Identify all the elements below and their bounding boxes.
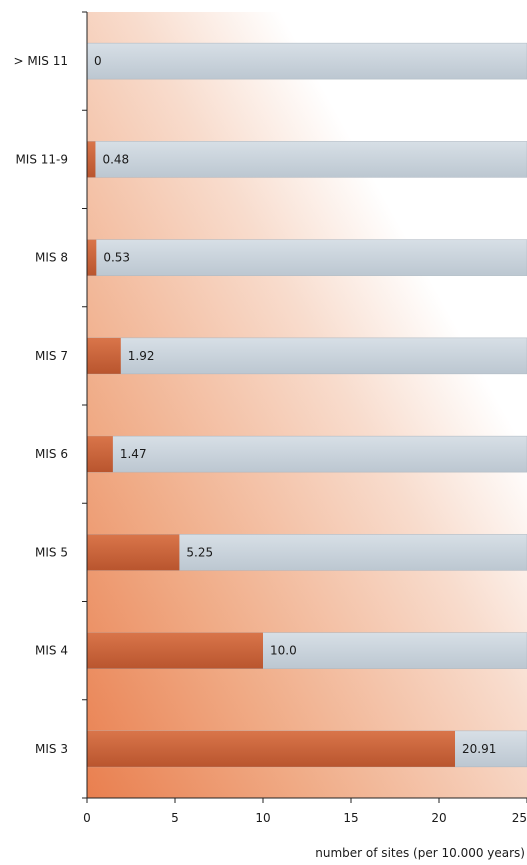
x-tick-label: 0 [83, 811, 91, 825]
x-tick-label: 10 [255, 811, 270, 825]
bar-value-label: 0.48 [102, 152, 129, 166]
x-tick-label: 25 [512, 811, 527, 825]
x-tick-label: 20 [431, 811, 446, 825]
bar-track [86, 435, 527, 473]
bar-value-label: 20.91 [462, 742, 496, 756]
bars-layer: 0 0.48 0.53 1.92 1.47 5.25 10.0 20.91 [86, 42, 527, 768]
bar-track [86, 239, 527, 276]
bar [87, 337, 121, 374]
bar [87, 730, 456, 767]
bar [87, 534, 180, 571]
bar [87, 436, 113, 473]
y-ticks [82, 11, 87, 799]
bar [87, 239, 97, 276]
category-label: > MIS 11 [14, 54, 68, 68]
bar-value-label: 5.25 [186, 545, 213, 559]
x-axis-title: number of sites (per 10.000 years) [315, 846, 525, 860]
category-label: MIS 6 [35, 447, 68, 461]
bar-track [86, 337, 527, 375]
bar [87, 141, 96, 178]
category-label: MIS 3 [35, 742, 68, 756]
plot-background [87, 12, 527, 798]
category-label: MIS 7 [35, 349, 68, 363]
bar-value-label: 1.47 [120, 447, 147, 461]
bar [87, 632, 263, 669]
x-tick-label: 15 [343, 811, 358, 825]
category-label: MIS 11-9 [15, 152, 68, 166]
bar-value-label: 10.0 [270, 644, 297, 658]
category-label: MIS 5 [35, 545, 68, 559]
category-label: MIS 4 [35, 644, 68, 658]
bar-track [86, 141, 527, 178]
bar-track [86, 42, 527, 80]
bar-value-label: 1.92 [128, 349, 155, 363]
x-tick-label: 5 [171, 811, 179, 825]
category-label: MIS 8 [35, 251, 68, 265]
x-ticks: 0 5 10 15 20 25 [83, 798, 527, 825]
bar-value-label: 0 [94, 54, 102, 68]
category-labels: > MIS 11 MIS 11-9 MIS 8 MIS 7 MIS 6 MIS 5 MIS … [14, 54, 68, 756]
bar-value-label: 0.53 [103, 251, 130, 265]
